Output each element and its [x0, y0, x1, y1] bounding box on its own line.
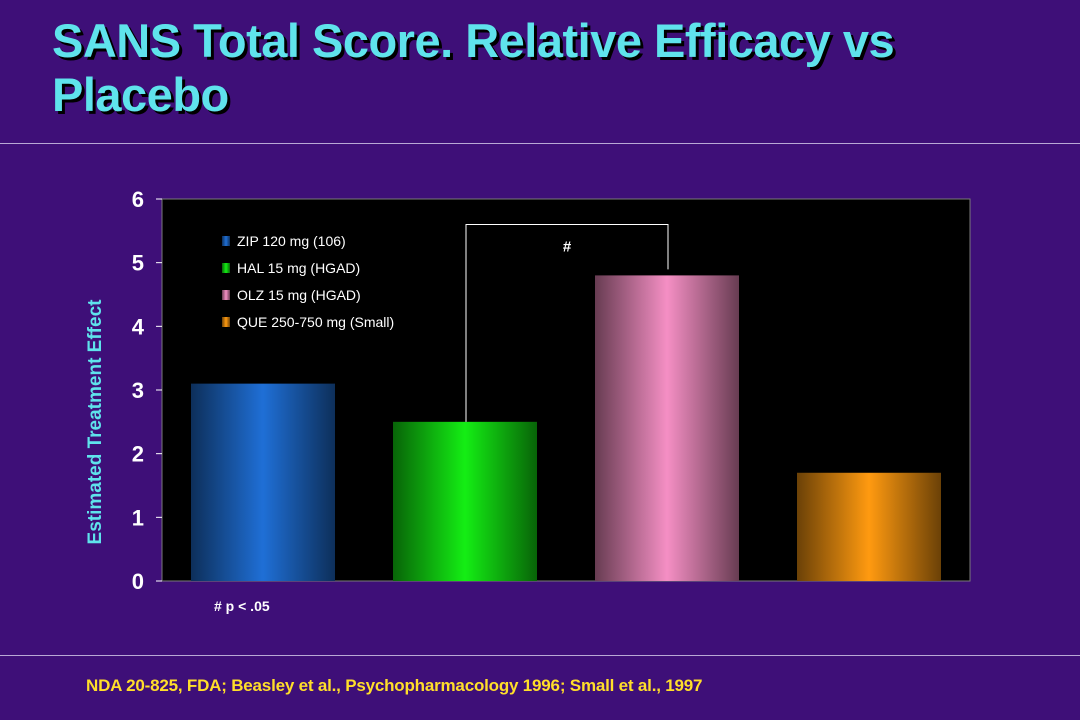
significance-mark: #	[563, 238, 572, 255]
y-tick-label: 2	[132, 442, 144, 467]
legend-swatch-que-250-750-mg-small	[222, 317, 230, 327]
significance-bracket-line	[465, 223, 669, 422]
bar-que-250-750-mg-small	[797, 472, 941, 581]
citation: NDA 20-825, FDA; Beasley et al., Psychop…	[86, 676, 703, 695]
legend: ZIP 120 mg (106) HAL 15 mg (HGAD) OLZ 15 m…	[222, 233, 394, 330]
bar-olz-15-mg-hgad	[595, 275, 739, 581]
y-tick-label: 0	[132, 569, 144, 594]
y-tick-label: 1	[132, 505, 144, 530]
y-tick-label: 4	[132, 314, 145, 339]
bars	[191, 275, 941, 581]
legend-swatch-hal-15-mg-hgad	[222, 263, 230, 273]
y-tick-label: 5	[132, 251, 144, 276]
bottom-divider	[0, 655, 1080, 656]
slide-title: SANS Total Score. Relative Efficacy vs P…	[52, 14, 895, 121]
legend-swatch-zip-120-mg-106	[222, 236, 230, 246]
significance-bracket: #	[465, 223, 669, 422]
y-axis: 0 1 2 3 4 5 6	[132, 187, 162, 594]
top-divider	[0, 143, 1080, 144]
y-tick-label: 3	[132, 378, 144, 403]
bar-hal-15-mg-hgad	[393, 421, 537, 581]
y-axis-label: Estimated Treatment Effect	[85, 299, 106, 545]
y-tick-label: 6	[132, 187, 144, 212]
legend-label-zip-120-mg-106: ZIP 120 mg (106)	[237, 233, 346, 249]
legend-label-olz-15-mg-hgad: OLZ 15 mg (HGAD)	[237, 287, 361, 303]
legend-swatch-olz-15-mg-hgad	[222, 290, 230, 300]
bar-zip-120-mg-106	[191, 383, 335, 581]
significance-footnote: # p < .05	[214, 598, 270, 614]
legend-label-hal-15-mg-hgad: HAL 15 mg (HGAD)	[237, 260, 360, 276]
legend-label-que-250-750-mg-small: QUE 250-750 mg (Small)	[237, 314, 394, 330]
